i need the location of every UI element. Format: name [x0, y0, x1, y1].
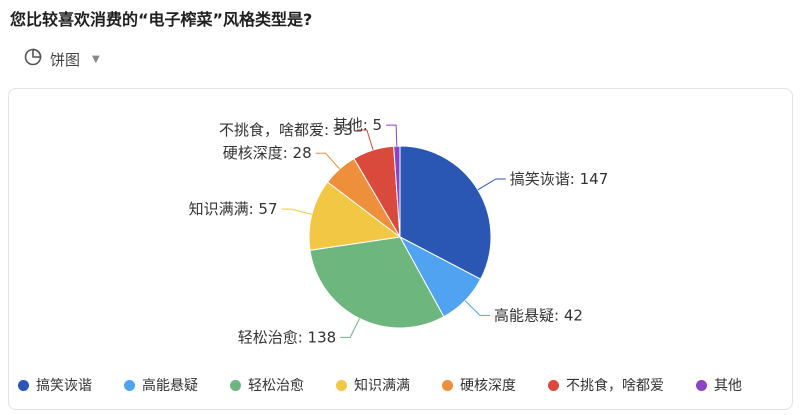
legend-label: 知识满满 [354, 378, 410, 394]
legend-item[interactable]: 轻松治愈 [230, 375, 304, 395]
slice-label: 其他: 5 [333, 116, 382, 134]
pie-slice[interactable] [393, 145, 401, 238]
legend-item[interactable]: 知识满满 [336, 375, 410, 395]
chart-type-label: 饼图 [50, 50, 81, 69]
legend-color-dot [696, 379, 707, 391]
pie-slice[interactable] [309, 236, 445, 329]
slice-label: 硬核深度: 28 [223, 144, 312, 162]
legend-label: 搞笑诙谐 [36, 378, 92, 394]
chart-panel: 搞笑诙谐: 147 高能悬疑: 42 轻松治愈: 138 知识满满: 57 硬核深度: … [8, 88, 793, 410]
caret-down-icon: ▼ [92, 53, 100, 65]
label-leader-line [477, 178, 506, 191]
slice-label: 轻松治愈: 138 [238, 328, 336, 346]
legend-label: 轻松治愈 [248, 378, 304, 394]
label-leader-line [281, 208, 312, 215]
label-leader-line [340, 318, 360, 338]
legend-color-dot [336, 379, 347, 391]
pie-chart-icon [24, 48, 42, 70]
chart-legend: 搞笑诙谐 高能悬疑 轻松治愈 知识满满 硬核深度 不挑食，啥都爱 其他 [8, 373, 798, 397]
legend-color-dot [548, 379, 559, 391]
legend-color-dot [230, 379, 241, 391]
label-leader-line [356, 129, 374, 151]
legend-color-dot [18, 379, 29, 391]
question-title: 您比较喜欢消费的“电子榨菜”风格类型是? [10, 10, 313, 29]
legend-color-dot [124, 379, 135, 391]
chart-type-selector[interactable]: 饼图 ▼ [24, 46, 100, 72]
slice-label: 知识满满: 57 [189, 200, 278, 218]
legend-item[interactable]: 硬核深度 [442, 375, 516, 395]
pie-chart: 搞笑诙谐: 147 高能悬疑: 42 轻松治愈: 138 知识满满: 57 硬核深度: … [189, 116, 609, 346]
legend-label: 硬核深度 [460, 378, 516, 394]
legend-label: 高能悬疑 [142, 378, 198, 394]
legend-item[interactable]: 其他 [696, 375, 742, 395]
slice-label: 不挑食，啥都爱: 33 [219, 121, 353, 139]
legend-item[interactable]: 搞笑诙谐 [18, 375, 92, 395]
label-leader-line [464, 300, 491, 316]
legend-label: 其他 [714, 378, 742, 394]
slice-label: 高能悬疑: 42 [494, 306, 583, 324]
legend-color-dot [442, 379, 453, 391]
legend-item[interactable]: 高能悬疑 [124, 375, 198, 395]
label-leader-line [315, 152, 340, 170]
slice-label: 搞笑诙谐: 147 [510, 170, 608, 188]
legend-item[interactable]: 不挑食，啥都爱 [548, 375, 664, 395]
legend-label: 不挑食，啥都爱 [566, 378, 664, 394]
label-leader-line [386, 124, 398, 147]
